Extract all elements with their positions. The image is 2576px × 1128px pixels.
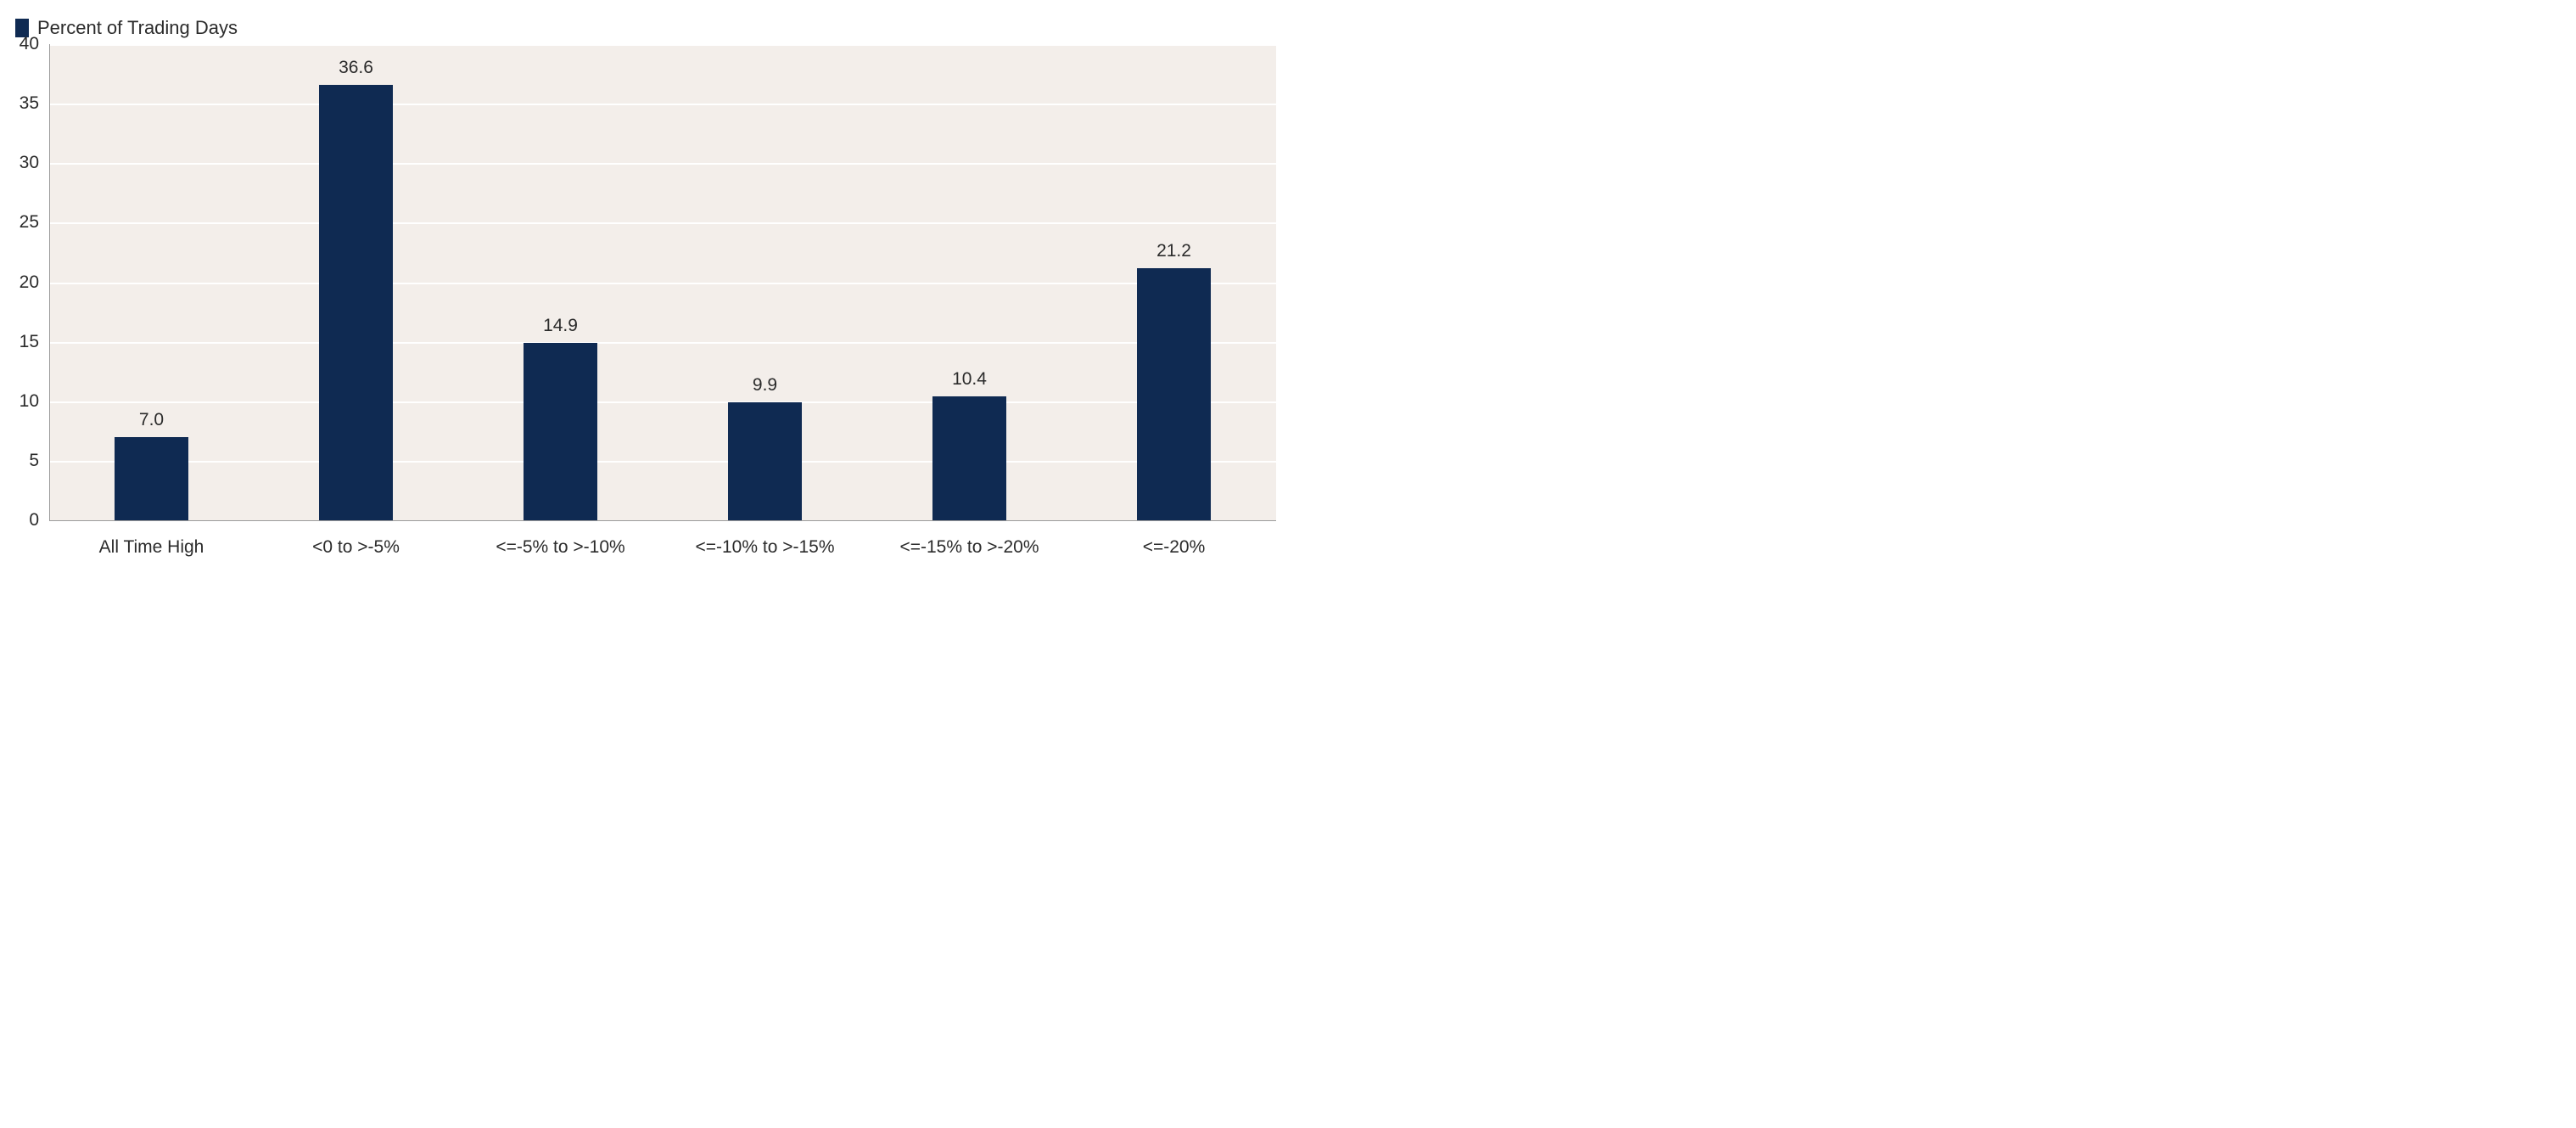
y-axis-tick-label: 25	[0, 212, 39, 233]
chart-bar	[1137, 268, 1211, 520]
chart-gridline	[49, 401, 1276, 403]
chart-gridline	[49, 283, 1276, 284]
bar-value-label: 21.2	[1156, 241, 1191, 261]
y-axis-tick-label: 20	[0, 272, 39, 293]
y-axis-tick-label: 0	[0, 510, 39, 530]
y-axis-tick-label: 15	[0, 332, 39, 352]
x-axis-tick-label: <=-10% to >-15%	[695, 537, 834, 558]
chart-bar	[115, 437, 188, 520]
y-axis-line	[49, 44, 50, 520]
y-axis-tick-label: 10	[0, 391, 39, 412]
chart-gridline	[49, 222, 1276, 224]
chart-bar	[524, 343, 597, 520]
chart-gridline	[49, 44, 1276, 46]
x-axis-tick-label: <=-5% to >-10%	[496, 537, 624, 558]
bar-value-label: 10.4	[952, 369, 987, 390]
legend-label: Percent of Trading Days	[37, 17, 238, 39]
chart-gridline	[49, 342, 1276, 344]
chart-plot-area: 7.0 36.6 14.9 9.9 10.4 21.2	[49, 44, 1276, 520]
chart-bar	[319, 85, 393, 520]
bar-value-label: 14.9	[543, 316, 578, 336]
x-axis-line	[49, 520, 1276, 521]
x-axis-tick-label: <=-15% to >-20%	[899, 537, 1039, 558]
trading-days-bar-chart: Percent of Trading Days 7.0 36.6 14.9 9.9 10…	[0, 0, 1288, 564]
chart-gridline	[49, 461, 1276, 463]
y-axis-tick-label: 40	[0, 34, 39, 54]
x-axis-tick-label: <0 to >-5%	[312, 537, 400, 558]
bar-value-label: 9.9	[753, 375, 777, 396]
chart-gridline	[49, 163, 1276, 165]
bar-value-label: 7.0	[139, 410, 164, 430]
y-axis-tick-label: 5	[0, 451, 39, 471]
y-axis-tick-label: 35	[0, 93, 39, 114]
chart-legend: Percent of Trading Days	[15, 17, 238, 39]
x-axis-tick-label: All Time High	[99, 537, 204, 558]
chart-bar	[728, 402, 802, 520]
chart-bar	[932, 396, 1006, 520]
y-axis-tick-label: 30	[0, 153, 39, 173]
chart-gridline	[49, 104, 1276, 105]
x-axis-tick-label: <=-20%	[1143, 537, 1206, 558]
bar-value-label: 36.6	[339, 58, 373, 78]
